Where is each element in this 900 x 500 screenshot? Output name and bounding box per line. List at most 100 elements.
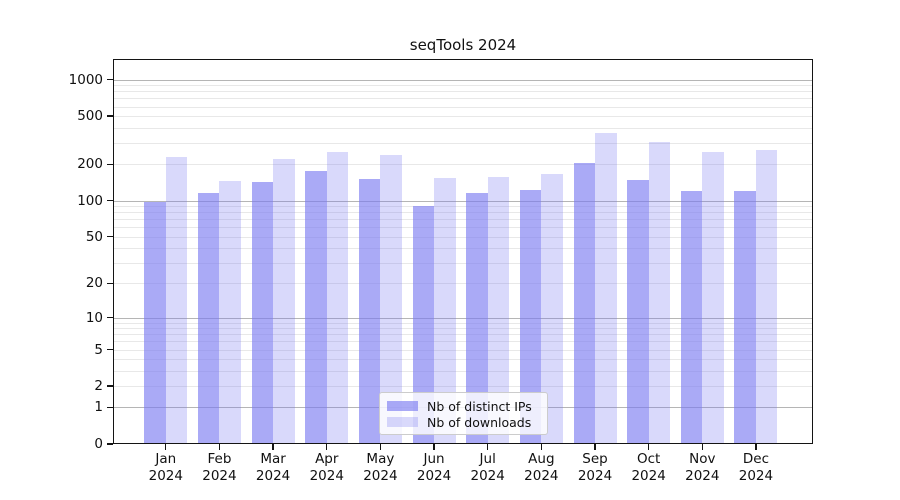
month-name: Aug <box>528 451 555 467</box>
month-year: 2024 <box>738 468 774 484</box>
y-axis-tick-label: 100 <box>77 192 103 209</box>
bar-nb-of-downloads-oct <box>648 141 671 444</box>
x-axis-month-label: Sep 2024 <box>553 451 637 485</box>
y-axis-tick-label: 1000 <box>68 71 103 88</box>
x-axis-tick <box>165 444 167 450</box>
bar-nb-of-downloads-jul <box>487 177 510 444</box>
x-axis-month-label: Aug 2024 <box>499 451 583 485</box>
bar-nb-of-downloads-jun <box>434 177 456 444</box>
month-name: May <box>366 451 395 467</box>
month-name: Apr <box>315 451 339 467</box>
x-axis-month-label: Nov 2024 <box>660 451 744 485</box>
month-year: 2024 <box>577 468 613 484</box>
y-axis-tick-label: 2 <box>94 378 103 395</box>
bar-nb-of-downloads-aug <box>541 173 563 444</box>
y-axis-tick <box>107 199 113 202</box>
x-axis-tick <box>433 444 435 450</box>
bar-nb-of-downloads-sep <box>595 132 617 444</box>
month-name: Jul <box>479 451 496 467</box>
minor-gridline <box>113 116 813 118</box>
x-axis-month-label: Apr 2024 <box>285 451 369 485</box>
y-axis-tick <box>107 282 113 285</box>
bar-nb-of-downloads-dec <box>755 149 778 444</box>
month-year: 2024 <box>363 468 398 484</box>
x-axis-month-label: Oct 2024 <box>607 451 691 485</box>
y-axis-tick-label: 10 <box>85 309 103 326</box>
bar-nb-of-distinct-ips-oct <box>627 179 649 444</box>
bar-nb-of-distinct-ips-nov <box>680 190 703 444</box>
month-name: Oct <box>636 451 661 467</box>
month-name: Dec <box>742 451 769 467</box>
month-name: Jan <box>155 451 177 467</box>
x-axis-tick <box>701 444 703 450</box>
legend-swatch-distinct-ips <box>387 401 418 411</box>
minor-gridline <box>113 143 813 145</box>
x-axis-tick <box>487 444 489 450</box>
major-gridline <box>113 79 813 81</box>
bar-nb-of-downloads-mar <box>273 158 295 444</box>
y-axis-tick <box>107 316 113 319</box>
y-axis-tick <box>107 115 113 117</box>
y-axis-tick <box>107 348 113 351</box>
x-axis-tick <box>326 444 328 450</box>
x-axis-tick <box>272 444 274 450</box>
x-axis-tick <box>647 444 650 450</box>
bar-nb-of-distinct-ips-aug <box>519 190 542 444</box>
month-name: Mar <box>260 451 286 467</box>
bar-nb-of-distinct-ips-may <box>358 179 381 444</box>
bar-nb-of-distinct-ips-sep <box>573 163 595 444</box>
month-name: Nov <box>689 451 716 467</box>
y-axis-tick <box>107 406 113 409</box>
month-year: 2024 <box>416 468 452 484</box>
month-year: 2024 <box>524 468 559 484</box>
y-axis-tick-label: 20 <box>85 275 103 292</box>
bar-nb-of-downloads-apr <box>326 151 349 444</box>
y-axis-tick <box>107 443 113 445</box>
month-year: 2024 <box>470 468 505 484</box>
legend: Nb of distinct IPs Nb of downloads <box>379 392 548 435</box>
bar-nb-of-downloads-may <box>380 154 402 444</box>
y-axis-tick-label: 50 <box>85 228 103 245</box>
y-axis-tick <box>107 235 113 238</box>
x-axis-month-label: Jan 2024 <box>124 451 208 485</box>
y-axis-tick-label: 1 <box>94 399 103 416</box>
bar-nb-of-distinct-ips-jun <box>412 205 435 444</box>
bar-nb-of-distinct-ips-jan <box>144 202 166 444</box>
x-axis-tick <box>379 444 382 450</box>
chart-title: seqTools 2024 <box>409 36 517 54</box>
month-year: 2024 <box>255 468 291 484</box>
y-axis-tick-label: 200 <box>77 156 103 173</box>
x-axis-month-label: Dec 2024 <box>714 451 798 485</box>
legend-entry-distinct-ips: Nb of distinct IPs <box>387 398 540 414</box>
bar-nb-of-downloads-nov <box>702 151 724 444</box>
month-year: 2024 <box>631 468 666 484</box>
month-year: 2024 <box>309 468 344 484</box>
x-axis-tick <box>594 444 596 450</box>
y-axis-tick-label: 5 <box>94 341 103 358</box>
y-axis-tick-label: 0 <box>94 436 103 452</box>
bar-nb-of-downloads-jan <box>165 156 188 444</box>
bar-nb-of-distinct-ips-apr <box>305 171 327 444</box>
bar-nb-of-distinct-ips-mar <box>251 181 274 444</box>
x-axis-month-label: May 2024 <box>338 451 422 485</box>
bar-nb-of-distinct-ips-feb <box>197 192 220 444</box>
month-year: 2024 <box>148 468 183 484</box>
month-name: Jun <box>423 451 445 467</box>
minor-gridline <box>113 98 813 100</box>
month-year: 2024 <box>685 468 720 484</box>
y-axis-tick-label: 500 <box>77 108 103 125</box>
x-axis-tick <box>755 444 757 450</box>
x-axis-month-label: Jul 2024 <box>446 451 530 485</box>
minor-gridline <box>113 85 813 87</box>
bar-nb-of-downloads-feb <box>219 181 241 444</box>
month-year: 2024 <box>202 468 237 484</box>
legend-entry-downloads: Nb of downloads <box>387 414 540 430</box>
legend-label-downloads: Nb of downloads <box>427 414 532 430</box>
minor-gridline <box>113 127 813 129</box>
y-axis-tick <box>107 385 113 387</box>
y-axis-tick <box>107 163 113 165</box>
month-name: Sep <box>582 451 608 467</box>
bar-nb-of-distinct-ips-dec <box>734 190 756 444</box>
x-axis-tick <box>540 444 543 450</box>
